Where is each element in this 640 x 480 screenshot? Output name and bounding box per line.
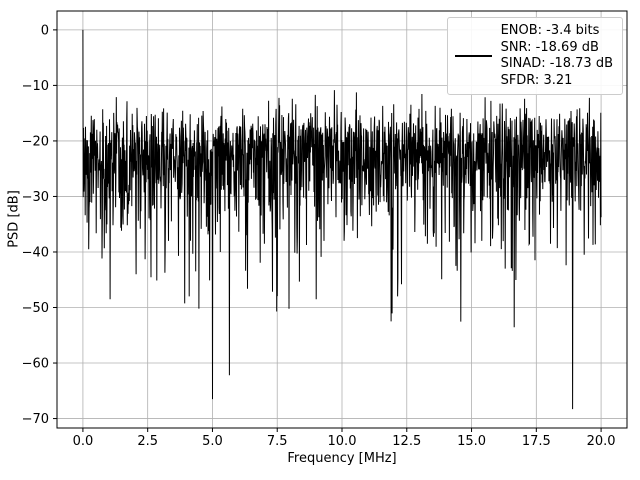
x-tick-label: 0.0 — [73, 434, 94, 449]
y-axis-label: PSD [dB] — [6, 190, 22, 248]
legend-text-block: ENOB: -3.4 bits SNR: -18.69 dB SINAD: -1… — [501, 23, 613, 89]
x-tick-label: 10.0 — [328, 434, 357, 449]
legend-line-snr: SNR: -18.69 dB — [500, 39, 599, 55]
x-tick-label: 20.0 — [587, 434, 616, 449]
y-tick-label: −30 — [22, 190, 49, 205]
y-tick-label: −50 — [22, 301, 49, 316]
y-tick-label: −10 — [22, 79, 49, 94]
x-tick-label: 7.5 — [267, 434, 288, 449]
psd-data-line — [82, 29, 602, 410]
legend: ENOB: -3.4 bits SNR: -18.69 dB SINAD: -1… — [446, 17, 623, 95]
legend-line-enob: ENOB: -3.4 bits — [500, 23, 600, 38]
y-tick-label: −20 — [22, 134, 49, 149]
x-tick-label: 5.0 — [202, 434, 223, 449]
x-axis-label: Frequency [MHz] — [287, 451, 397, 466]
y-tick-label: −60 — [22, 357, 49, 372]
legend-line-sinad: SINAD: -18.73 dB — [500, 56, 613, 71]
legend-line-sfdr: SFDR: 3.21 — [500, 72, 573, 88]
x-tick-label: 12.5 — [392, 434, 421, 449]
y-tick-label: −70 — [22, 412, 49, 427]
y-tick-label: −40 — [22, 245, 49, 260]
legend-line-sample — [454, 55, 492, 57]
x-tick-label: 15.0 — [457, 434, 486, 449]
x-tick-label: 17.5 — [522, 434, 551, 449]
x-tick-label: 2.5 — [137, 434, 158, 449]
y-tick-label: 0 — [41, 23, 49, 38]
